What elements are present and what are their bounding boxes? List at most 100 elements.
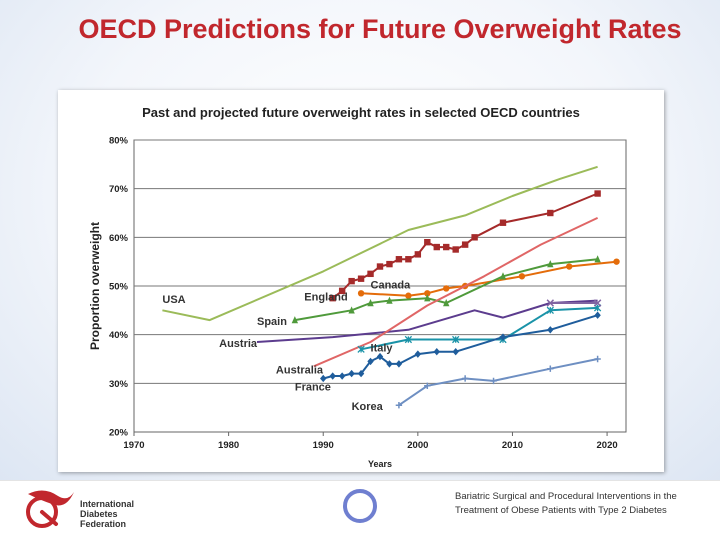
series-label: Korea [352,401,384,413]
data-point [499,333,507,341]
logo-text-line: Federation [80,519,127,529]
y-tick-label: 60% [109,233,129,244]
data-point [329,372,336,380]
series-line-korea [398,358,598,407]
data-point [424,239,431,246]
series-label: England [304,292,347,304]
idf-logo-icon [26,490,74,528]
chart-title: Past and projected future overweight rat… [142,105,580,120]
data-point [461,241,469,248]
idf-logo-text: International Diabetes Federation [80,499,160,529]
data-point [357,345,365,353]
x-tick-label: 2020 [597,440,618,451]
data-point [433,243,440,251]
data-point [367,299,374,307]
data-point [566,263,573,270]
data-point [546,299,555,307]
data-point [594,355,601,363]
series-label: Australia [276,365,324,377]
data-point [395,360,403,368]
ring-icon [343,489,377,523]
data-point [547,365,554,372]
data-point [414,251,422,258]
data-point [357,275,365,282]
series-line-usa [162,165,598,322]
data-point [499,219,507,226]
data-point [395,256,403,263]
logo-text-line: Diabetes [80,509,118,519]
data-point [433,348,440,356]
series-label: Italy [371,343,394,355]
series-label: Spain [257,316,287,328]
data-point [404,335,413,344]
x-tick-label: 1970 [123,440,144,451]
data-point [452,246,459,253]
data-point [367,270,374,278]
data-point [452,348,459,356]
x-tick-label: 1990 [313,440,334,451]
data-point [357,290,365,297]
y-tick-label: 20% [109,428,129,439]
logo-text-line: International [80,499,135,509]
data-point [405,256,412,263]
y-tick-label: 80% [109,136,129,147]
data-point [424,382,431,389]
slide-title: OECD Predictions for Future Overweight R… [78,14,682,44]
y-tick-label: 50% [109,282,129,293]
y-tick-label: 30% [109,379,129,390]
data-point [443,285,450,292]
data-point [348,369,355,378]
data-point [424,294,431,302]
data-point [376,263,384,270]
data-point [546,306,554,314]
data-point [348,277,355,285]
data-point [593,299,602,307]
data-point [329,294,336,302]
data-point [613,258,620,265]
data-point [291,316,299,324]
data-point [357,369,365,378]
x-axis-label: Years [368,459,392,469]
series-label: USA [162,294,185,306]
series-line-australia [313,216,599,368]
data-point [452,335,460,344]
series-line-italy [360,306,598,351]
data-point [443,243,450,251]
data-point [348,306,355,314]
data-point [405,292,412,299]
data-point [386,296,393,304]
data-point [443,299,450,307]
overweight-line-chart: Past and projected future overweight rat… [88,105,627,469]
x-tick-label: 2000 [407,440,428,451]
data-point [499,272,507,280]
y-axis-label: Proportion overweight [88,222,102,350]
y-tick-label: 70% [109,184,129,195]
data-point [547,209,554,217]
data-point [594,311,601,319]
series-label: Canada [371,279,412,291]
data-point [461,375,469,382]
data-point [414,350,422,358]
data-point [338,372,346,380]
data-point [547,260,554,268]
data-point [367,357,374,366]
x-tick-label: 2010 [502,440,523,451]
data-point [395,402,403,409]
data-point [424,290,431,297]
series-label: France [295,382,331,394]
data-point [320,374,327,383]
y-tick-label: 40% [109,330,129,341]
data-point [386,360,393,368]
data-point [594,255,601,263]
data-point [471,234,478,241]
data-point [338,287,346,295]
chart-panel: Past and projected future overweight rat… [58,90,664,472]
data-point [518,273,526,280]
data-point [594,190,601,197]
x-tick-label: 1980 [218,440,239,451]
footer-note: Bariatric Surgical and Procedural Interv… [455,491,677,516]
data-point [490,377,497,385]
series-label: Austria [219,338,258,350]
data-point [386,260,393,268]
data-point [376,352,384,361]
